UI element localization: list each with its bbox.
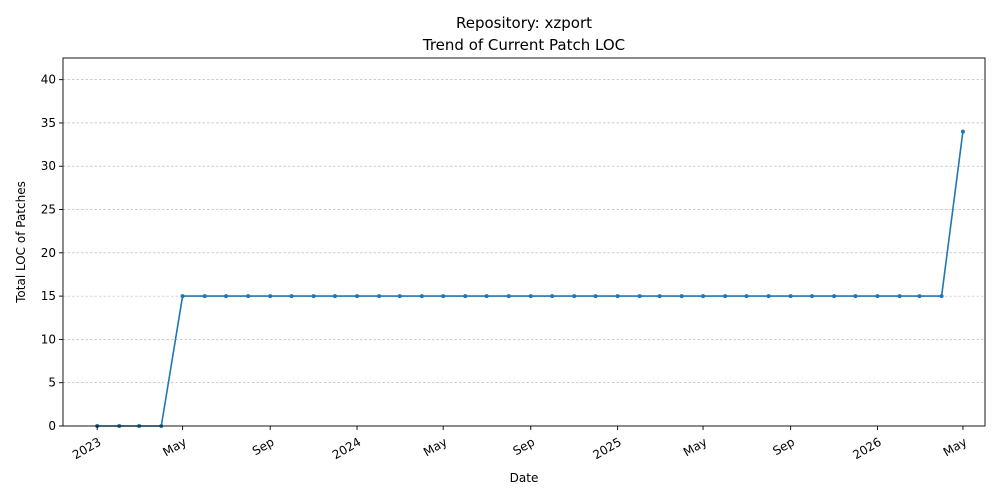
y-tick-label: 20 — [41, 246, 56, 260]
data-point — [766, 294, 771, 299]
y-gridlines — [63, 79, 985, 427]
data-point — [809, 294, 814, 299]
y-axis: 0 5 10 15 20 25 30 35 40 — [41, 73, 63, 433]
data-point — [180, 294, 185, 299]
data-point — [939, 294, 944, 299]
x-tick-label: 2024 — [330, 435, 363, 462]
y-tick-label: 40 — [41, 73, 56, 87]
x-tick-label: 2025 — [590, 435, 623, 462]
y-tick-label: 5 — [48, 376, 56, 390]
data-point — [355, 294, 360, 299]
data-series — [95, 129, 965, 428]
data-point — [615, 294, 620, 299]
data-point — [441, 294, 446, 299]
y-tick-label: 10 — [41, 332, 56, 346]
x-tick-label: May — [941, 435, 969, 460]
x-tick-label: May — [681, 435, 709, 460]
plot-frame — [62, 57, 986, 427]
data-point — [289, 294, 294, 299]
data-point — [917, 294, 922, 299]
data-point — [246, 294, 251, 299]
x-tick-label: 2023 — [70, 435, 103, 462]
series-line — [97, 131, 964, 427]
data-point — [528, 294, 533, 299]
data-point — [377, 294, 382, 299]
x-tick-label: May — [160, 435, 188, 460]
y-tick-label: 25 — [41, 203, 56, 217]
data-point — [593, 294, 598, 299]
y-tick-label: 35 — [41, 116, 56, 130]
x-tick-label: Sep — [770, 435, 797, 458]
data-point — [723, 294, 728, 299]
data-point — [332, 294, 337, 299]
data-point — [875, 294, 880, 299]
data-point — [788, 294, 793, 299]
data-point — [202, 294, 207, 299]
data-point — [463, 294, 468, 299]
data-point — [268, 294, 273, 299]
x-axis: 2023 May Sep 2024 May Sep 2025 May Sep 2026 May — [70, 426, 969, 462]
data-point — [572, 294, 577, 299]
x-axis-label: Date — [510, 471, 539, 485]
data-point — [832, 294, 837, 299]
data-point — [224, 294, 229, 299]
x-tick-label: Sep — [510, 435, 537, 458]
data-point — [506, 294, 511, 299]
x-tick-label: Sep — [250, 435, 277, 458]
data-point — [311, 294, 316, 299]
y-tick-label: 30 — [41, 159, 56, 173]
y-tick-label: 0 — [48, 419, 56, 433]
data-point — [701, 294, 706, 299]
data-point — [853, 294, 858, 299]
data-point — [679, 294, 684, 299]
data-point — [897, 294, 902, 299]
data-point — [419, 294, 424, 299]
data-point — [744, 294, 749, 299]
data-point — [657, 294, 662, 299]
x-tick-label: 2026 — [850, 435, 883, 462]
data-point — [550, 294, 555, 299]
x-tick-label: May — [421, 435, 449, 460]
chart-subtitle: Trend of Current Patch LOC — [422, 36, 625, 54]
chart-title: Repository: xzport — [456, 14, 592, 32]
data-point — [397, 294, 402, 299]
data-point — [637, 294, 642, 299]
y-axis-label: Total LOC of Patches — [14, 181, 28, 304]
y-tick-label: 15 — [41, 289, 56, 303]
data-point — [960, 129, 965, 134]
data-point — [484, 294, 489, 299]
